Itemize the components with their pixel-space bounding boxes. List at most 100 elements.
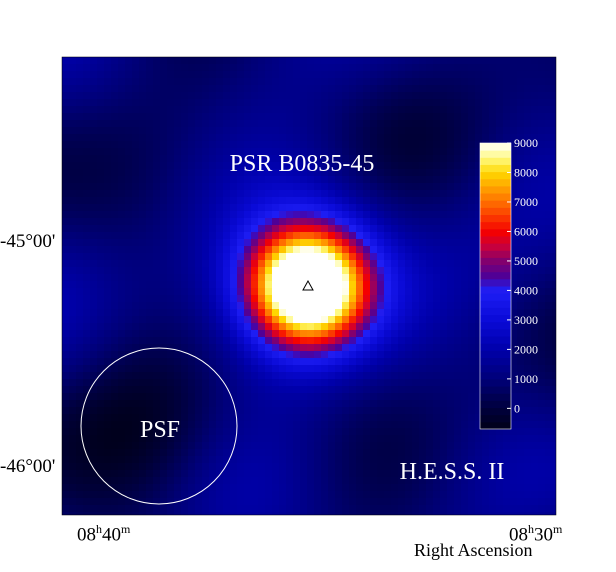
map-cell [83,71,91,79]
map-cell [426,162,434,170]
map-cell [545,148,553,156]
map-cell [146,442,154,450]
map-cell [230,155,238,163]
map-cell [398,260,406,268]
map-cell [328,106,336,114]
map-cell [370,477,378,485]
map-cell [377,113,385,121]
map-cell [517,113,525,121]
map-cell [118,71,126,79]
map-cell [426,344,434,352]
map-cell [433,78,441,86]
map-cell [258,183,266,191]
map-cell [538,484,546,492]
map-cell [293,281,301,289]
map-cell [279,57,287,65]
map-cell [335,505,343,513]
map-cell [349,358,357,366]
map-cell [398,505,406,513]
map-cell [447,295,455,303]
map-cell [216,400,224,408]
map-cell [398,442,406,450]
map-cell [447,512,455,515]
map-cell [356,155,364,163]
map-cell [97,323,105,331]
map-cell [293,260,301,268]
map-cell [251,421,259,429]
map-cell [370,309,378,317]
map-cell [405,505,413,513]
map-cell [181,211,189,219]
map-cell [286,92,294,100]
map-cell [223,386,231,394]
map-cell [370,162,378,170]
map-cell [321,316,329,324]
map-cell [265,505,273,513]
map-cell [454,477,462,485]
map-cell [307,64,315,72]
map-cell [314,288,322,296]
colorbar-segment [480,257,511,266]
map-cell [433,260,441,268]
map-cell [461,428,469,436]
map-cell [146,351,154,359]
map-cell [433,155,441,163]
map-cell [314,99,322,107]
map-cell [160,267,168,275]
map-cell [216,225,224,233]
map-cell [314,267,322,275]
map-cell [279,484,287,492]
map-cell [146,309,154,317]
map-cell [83,344,91,352]
map-cell [517,358,525,366]
map-cell [349,232,357,240]
map-cell [216,183,224,191]
map-cell [538,393,546,401]
map-cell [62,344,70,352]
map-cell [531,477,539,485]
map-cell [104,407,112,415]
map-cell [230,442,238,450]
map-cell [223,330,231,338]
map-cell [167,183,175,191]
map-cell [531,211,539,219]
map-cell [419,169,427,177]
map-cell [384,64,392,72]
map-cell [139,463,147,471]
map-cell [517,99,525,107]
map-cell [517,267,525,275]
map-cell [531,92,539,100]
map-cell [440,484,448,492]
map-cell [104,246,112,254]
map-cell [454,309,462,317]
map-cell [489,449,497,457]
map-cell [181,407,189,415]
map-cell [62,449,70,457]
map-cell [461,393,469,401]
map-cell [377,372,385,380]
map-cell [202,484,210,492]
map-cell [426,512,434,515]
map-cell [328,225,336,233]
map-cell [90,302,98,310]
map-cell [97,505,105,513]
map-cell [251,414,259,422]
map-cell [510,323,518,331]
map-cell [356,470,364,478]
map-cell [125,78,133,86]
map-cell [181,330,189,338]
map-cell [139,344,147,352]
map-cell [181,162,189,170]
map-cell [377,134,385,142]
map-cell [510,155,518,163]
map-cell [468,211,476,219]
map-cell [209,85,217,93]
map-cell [517,365,525,373]
map-cell [125,323,133,331]
map-cell [125,246,133,254]
map-cell [160,491,168,499]
map-cell [153,358,161,366]
map-cell [335,141,343,149]
colorbar-segment [480,143,511,151]
map-cell [160,323,168,331]
